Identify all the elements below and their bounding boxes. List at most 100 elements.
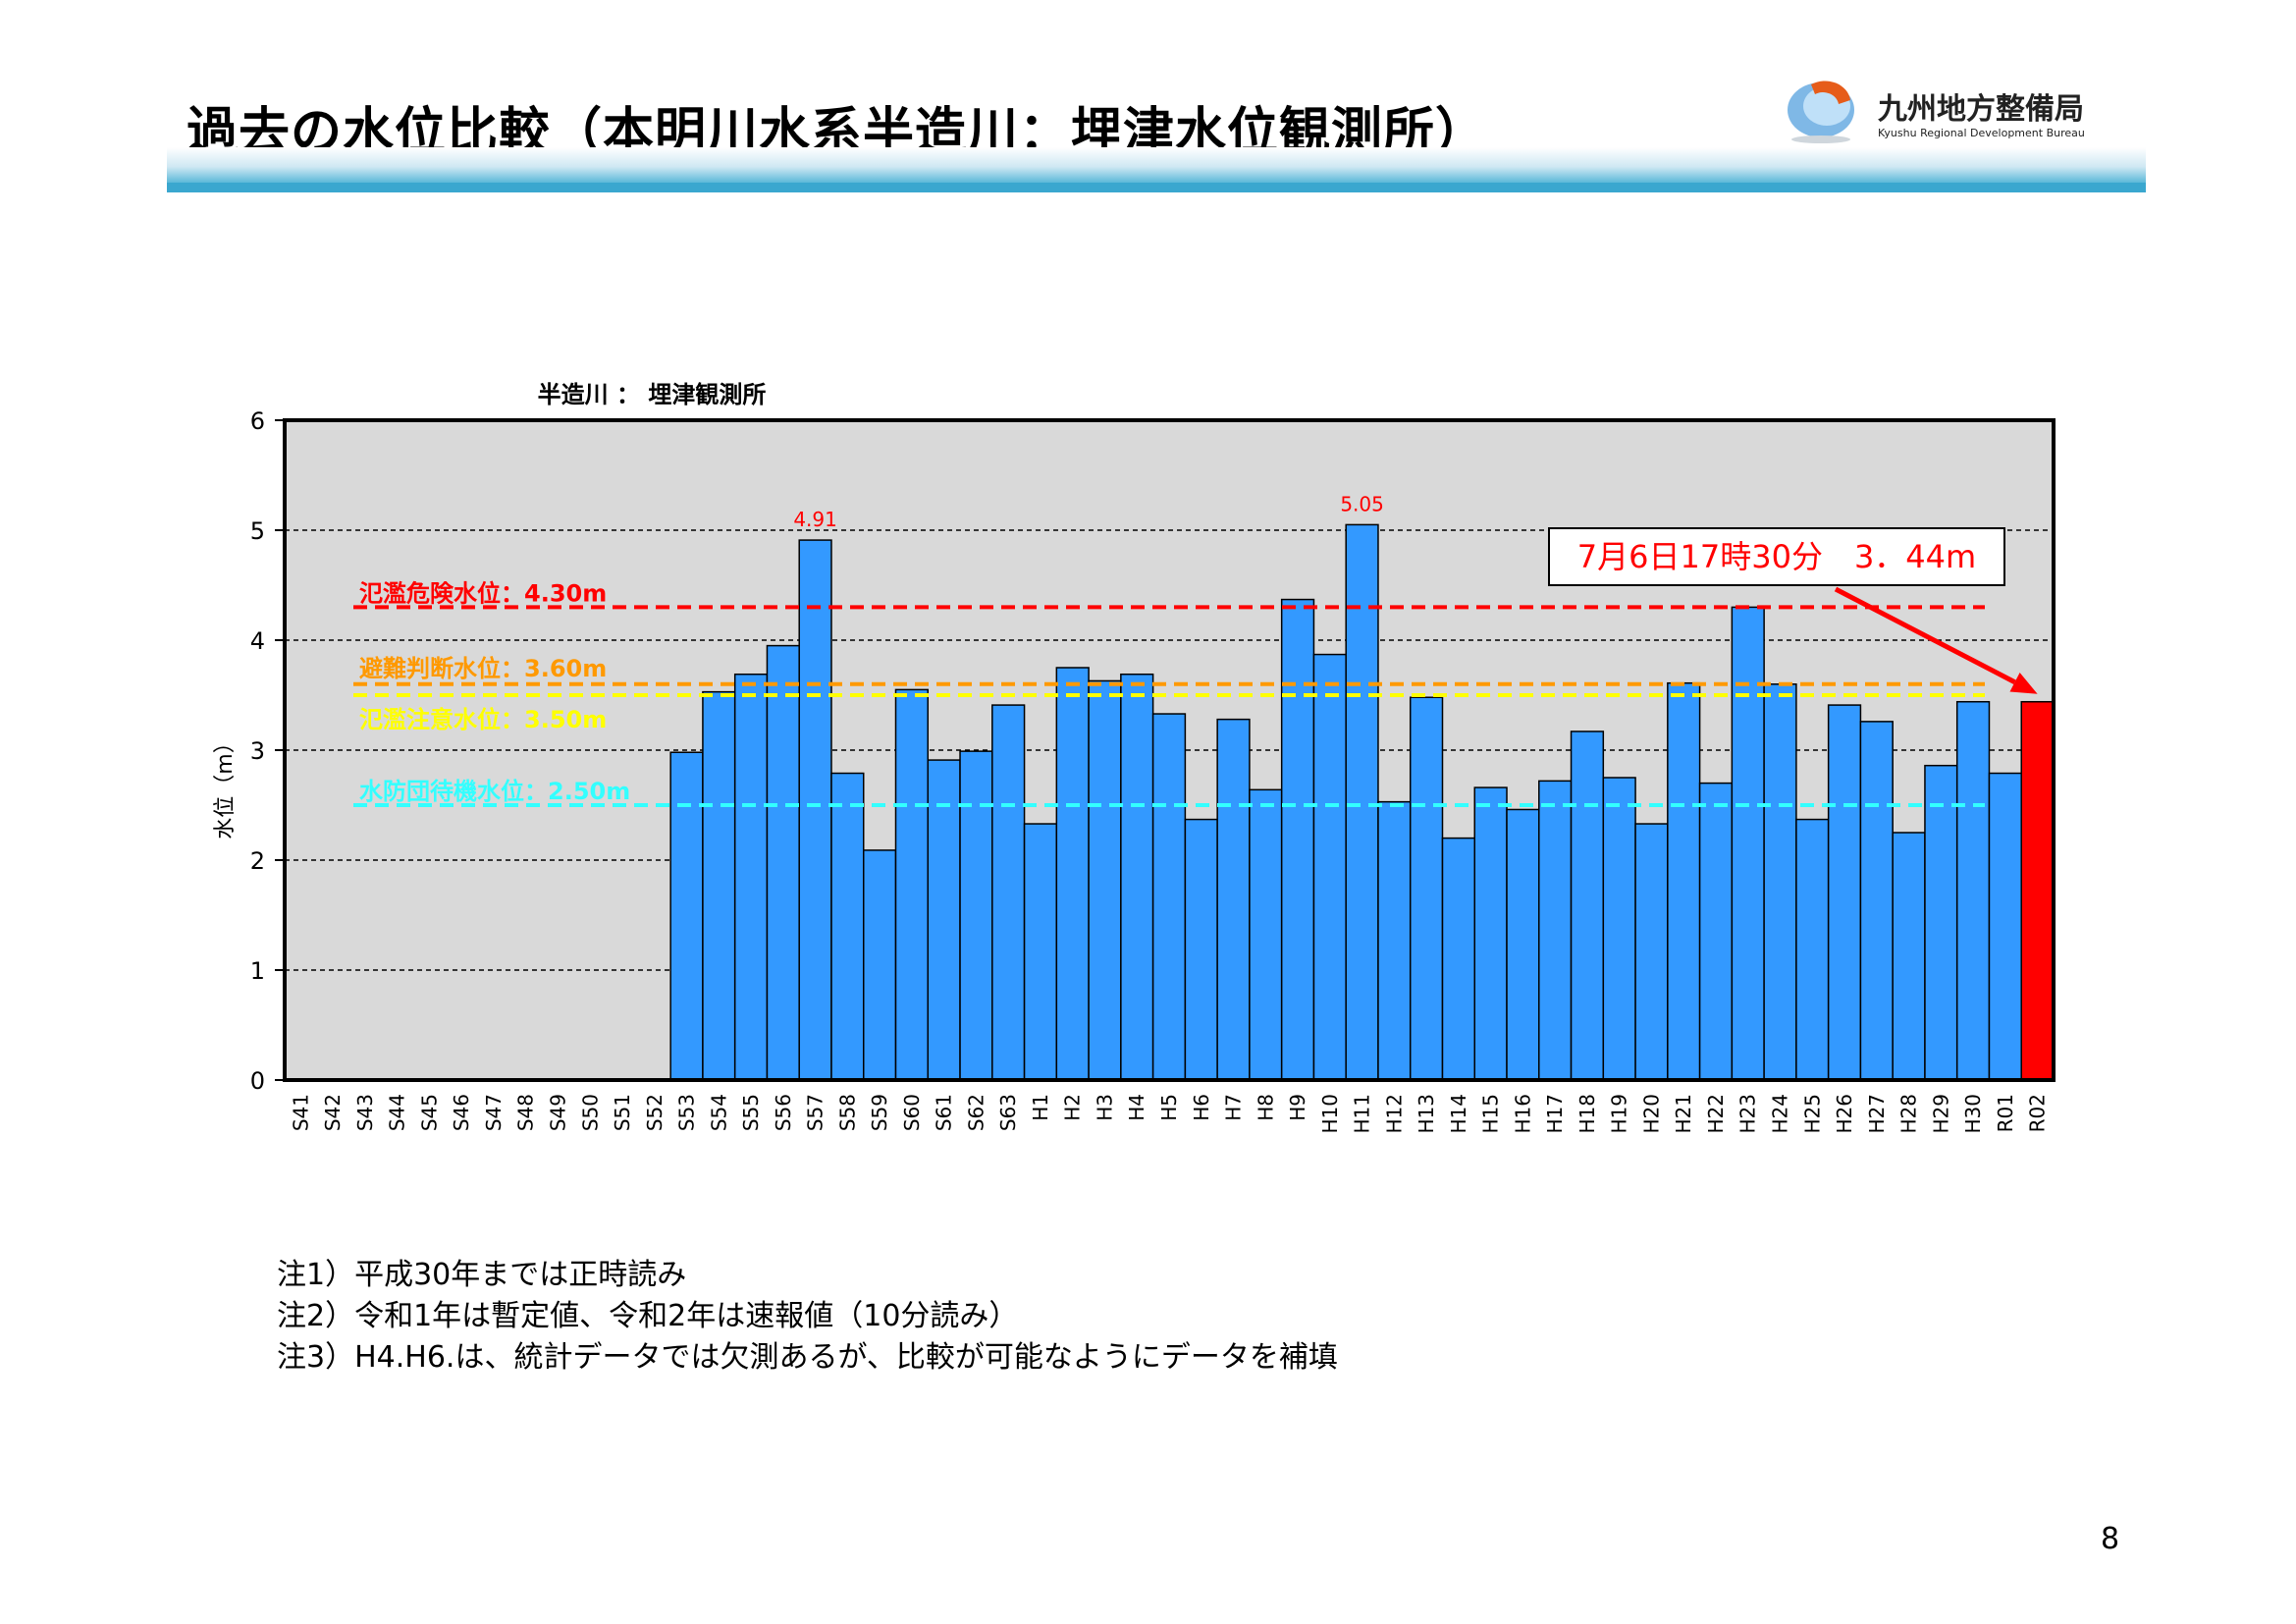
bar <box>702 690 736 1081</box>
note-1: 注1）平成30年までは正時読み <box>277 1258 687 1292</box>
x-tick-label: S60 <box>900 1094 924 1131</box>
bar <box>1570 731 1605 1081</box>
x-tick-label: H20 <box>1639 1094 1663 1134</box>
bureau-logo-subtitle: Kyushu Regional Development Bureau <box>1878 127 2085 139</box>
bar <box>1538 780 1573 1081</box>
x-tick-label: S42 <box>321 1094 345 1131</box>
y-tick-label: 3 <box>250 737 265 765</box>
x-tick-label: S54 <box>707 1094 730 1131</box>
x-tick-label: H12 <box>1382 1094 1406 1134</box>
x-tick-label: H19 <box>1608 1094 1631 1134</box>
bureau-logo: 九州地方整備局 Kyushu Regional Development Bure… <box>1782 71 2135 149</box>
bar <box>669 751 704 1081</box>
x-tick-label: H23 <box>1736 1094 1760 1134</box>
notes: 注1）平成30年までは正時読み 注2）令和1年は暫定値、令和2年は速報値（10分… <box>277 1255 1338 1379</box>
note-2: 注2）令和1年は暫定値、令和2年は速報値（10分読み） <box>277 1299 1019 1333</box>
x-tick-label: H25 <box>1800 1094 1824 1134</box>
x-tick-label: H26 <box>1833 1094 1856 1134</box>
x-tick-label: S46 <box>450 1094 473 1131</box>
x-tick-label: S59 <box>868 1094 891 1131</box>
x-tick-label: H2 <box>1061 1094 1085 1121</box>
y-tick-label: 0 <box>250 1067 265 1095</box>
x-tick-label: H1 <box>1029 1094 1052 1121</box>
bar <box>1602 777 1636 1081</box>
bar <box>766 644 800 1081</box>
y-tick-label: 1 <box>250 957 265 985</box>
bar <box>1473 786 1508 1081</box>
reference-line-label: 氾濫注意水位：3.50m <box>359 706 607 733</box>
bar <box>1249 788 1283 1081</box>
bar <box>1731 606 1765 1081</box>
y-tick-label: 5 <box>250 517 265 545</box>
x-tick-label: H4 <box>1125 1094 1148 1121</box>
x-tick-label: S41 <box>289 1094 312 1131</box>
note-3: 注3）H4.H6.は、統計データでは欠測あるが、比較が可能なようにデータを補填 <box>277 1340 1338 1375</box>
x-tick-label: H28 <box>1897 1094 1921 1134</box>
x-tick-label: H22 <box>1704 1094 1728 1134</box>
bar <box>1859 721 1894 1081</box>
callout-arrowhead <box>2009 672 2038 694</box>
x-tick-label: S43 <box>353 1094 377 1131</box>
bureau-logo-name: 九州地方整備局 <box>1878 92 2084 127</box>
chart-title: 半造川 ： 埋津観測所 <box>538 381 767 408</box>
x-tick-label: H3 <box>1093 1094 1116 1121</box>
bar <box>1892 832 1926 1081</box>
bar <box>1055 667 1090 1081</box>
x-tick-label: H29 <box>1929 1094 1952 1134</box>
x-tick-label: H11 <box>1351 1094 1374 1134</box>
x-tick-label: H14 <box>1447 1094 1470 1134</box>
reference-line-label: 避難判断水位：3.60m <box>359 655 607 682</box>
x-tick-label: S52 <box>643 1094 667 1131</box>
y-tick-label: 2 <box>250 847 265 875</box>
x-tick-label: H5 <box>1157 1094 1181 1121</box>
bar <box>1634 823 1669 1081</box>
bar <box>1667 681 1701 1081</box>
x-tick-label: S57 <box>804 1094 828 1131</box>
y-tick-label: 4 <box>250 627 265 655</box>
x-tick-label: S47 <box>482 1094 506 1131</box>
bar <box>1377 800 1412 1081</box>
bar <box>1151 713 1187 1081</box>
data-label: 5.05 <box>1340 492 1384 515</box>
bar <box>1698 782 1734 1081</box>
x-tick-label: H27 <box>1865 1094 1889 1134</box>
x-tick-label: S48 <box>514 1094 538 1131</box>
bar <box>1955 700 1991 1081</box>
bar <box>1827 704 1862 1081</box>
bar <box>862 849 897 1081</box>
bar <box>798 539 832 1081</box>
bar <box>1312 653 1347 1081</box>
bar <box>959 750 993 1081</box>
bar <box>1441 837 1476 1081</box>
bar <box>1184 818 1218 1081</box>
bar <box>1120 673 1154 1081</box>
x-tick-label: S58 <box>835 1094 859 1131</box>
x-tick-label: R02 <box>2026 1094 2050 1132</box>
x-tick-label: S51 <box>611 1094 634 1131</box>
x-tick-label: H18 <box>1575 1094 1599 1134</box>
data-label: 4.91 <box>793 508 837 531</box>
callout-box <box>1548 527 2005 586</box>
callout-text: 7月6日17時30分 3．44m <box>1577 538 1976 575</box>
bureau-logo-icon <box>1788 81 1854 143</box>
bar <box>1216 718 1251 1081</box>
plot-border <box>283 418 2056 1082</box>
x-tick-label: S62 <box>964 1094 988 1131</box>
bar <box>1988 772 2022 1081</box>
x-tick-label: H24 <box>1769 1094 1792 1134</box>
x-tick-label: H7 <box>1222 1094 1246 1121</box>
x-tick-label: H15 <box>1479 1094 1503 1134</box>
bar <box>733 673 769 1081</box>
page-number: 8 <box>2101 1522 2120 1556</box>
bar <box>1023 823 1058 1081</box>
x-tick-label: H13 <box>1415 1094 1438 1134</box>
bar <box>1409 696 1444 1081</box>
y-axis-label: 水位（m） <box>213 731 238 839</box>
bar <box>1924 764 1958 1081</box>
bar <box>927 759 961 1081</box>
x-tick-label: S56 <box>772 1094 795 1131</box>
x-tick-label: S61 <box>933 1094 956 1131</box>
bar <box>1506 808 1540 1081</box>
bar <box>1088 679 1122 1081</box>
x-tick-label: S50 <box>578 1094 602 1131</box>
